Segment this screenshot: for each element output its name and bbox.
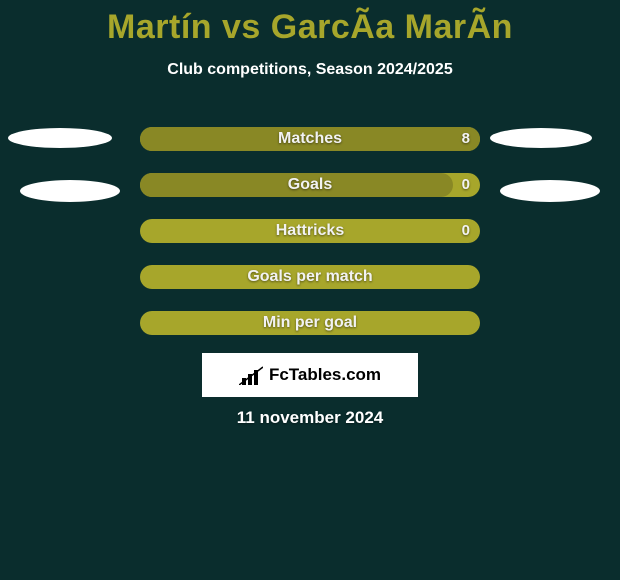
bar-label: Min per goal	[140, 311, 480, 335]
stat-row: Goals per match	[10, 256, 610, 302]
decorative-ellipse	[500, 180, 600, 202]
stat-row: Min per goal	[10, 302, 610, 348]
stats-rows: Matches8Goals0Hattricks0Goals per matchM…	[10, 118, 610, 348]
bar-chart-icon	[239, 365, 263, 385]
date-text: 11 november 2024	[0, 408, 620, 428]
source-badge: FcTables.com	[202, 353, 418, 397]
bar-label: Goals per match	[140, 265, 480, 289]
bar-value: 0	[140, 173, 480, 197]
bar-value: 0	[140, 219, 480, 243]
decorative-ellipse	[8, 128, 112, 148]
bar-value: 8	[140, 127, 480, 151]
decorative-ellipse	[490, 128, 592, 148]
decorative-ellipse	[20, 180, 120, 202]
stat-row: Hattricks0	[10, 210, 610, 256]
page-title: Martín vs GarcÃ­a MarÃ­n	[0, 0, 620, 47]
page-subtitle: Club competitions, Season 2024/2025	[0, 61, 620, 79]
source-badge-text: FcTables.com	[269, 365, 381, 385]
